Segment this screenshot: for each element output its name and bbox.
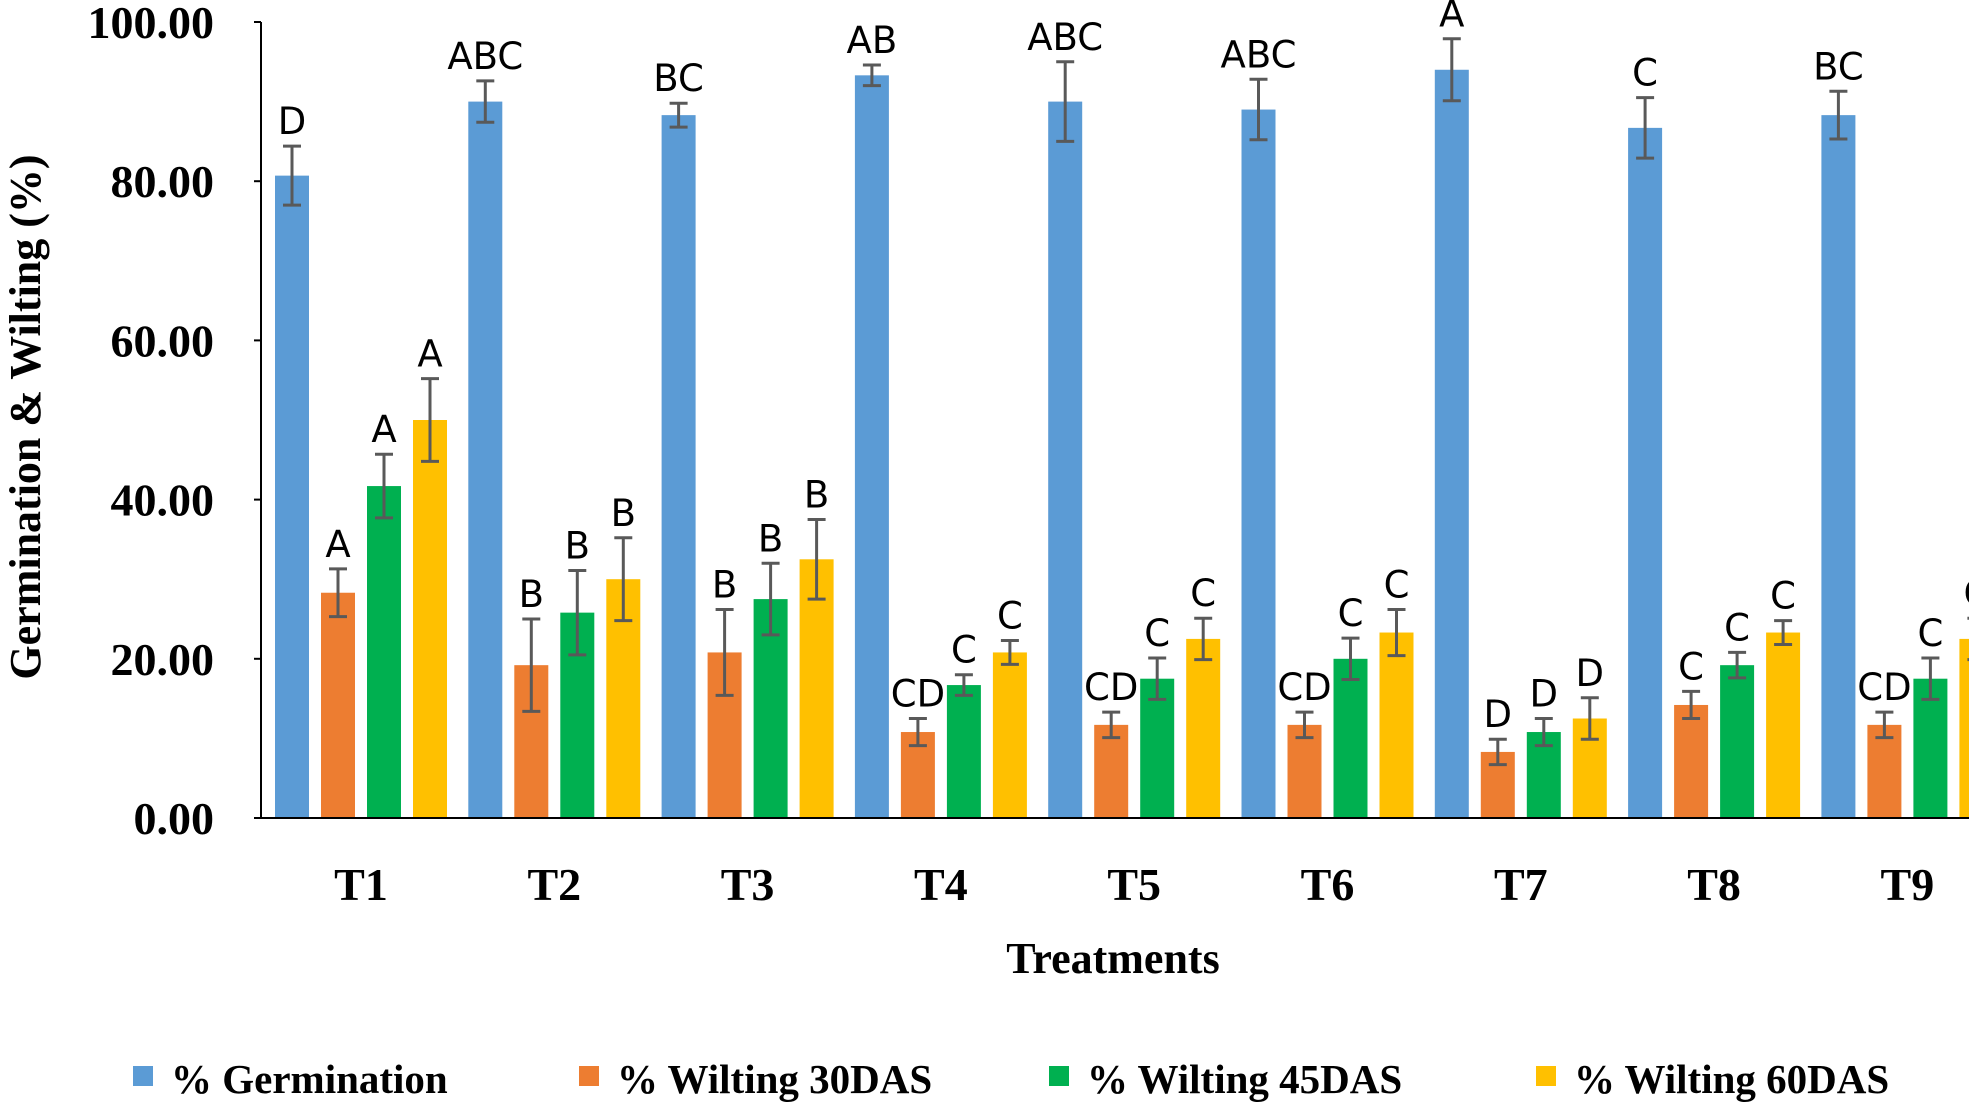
x-tick-label: T4 (914, 859, 968, 910)
significance-label: C (1770, 575, 1796, 618)
y-tick-label: 80.00 (111, 156, 215, 207)
legend-label: % Wilting 60DAS (1574, 1056, 1889, 1102)
significance-label: D (1576, 652, 1605, 695)
significance-label: A (417, 333, 442, 376)
bar (1867, 724, 1902, 818)
bar (1241, 109, 1276, 818)
significance-label: BC (653, 57, 704, 100)
bar (1821, 115, 1856, 818)
significance-label: D (1484, 693, 1513, 736)
significance-label: C (1917, 612, 1943, 655)
significance-label: D (278, 100, 307, 143)
bar (854, 75, 889, 818)
significance-label: C (1338, 592, 1364, 635)
bar (799, 559, 834, 818)
significance-label: B (611, 492, 636, 535)
bar (1379, 632, 1414, 818)
bar (1333, 658, 1368, 818)
legend-label: % Wilting 30DAS (617, 1056, 932, 1102)
significance-label: C (1144, 612, 1170, 655)
bar (468, 101, 503, 819)
x-tick-label: T1 (334, 859, 388, 910)
significance-label: B (804, 474, 829, 517)
y-tick-label: 100.00 (88, 0, 215, 48)
y-axis-title: Germination & Wilting (%) (1, 154, 50, 679)
significance-label: ABC (1221, 33, 1297, 76)
bar (1720, 665, 1755, 818)
bar (661, 115, 696, 818)
significance-label: C (1963, 572, 1969, 615)
significance-label: A (325, 523, 350, 566)
x-axis-title: Treatments (1006, 934, 1219, 983)
legend-swatch (1536, 1066, 1556, 1086)
y-tick-label: 40.00 (111, 475, 215, 526)
significance-label: A (371, 408, 396, 451)
x-tick-label: T5 (1107, 859, 1161, 910)
significance-label: C (1384, 563, 1410, 606)
significance-label: C (951, 629, 977, 672)
bar (1674, 704, 1709, 818)
significance-label: ABC (1027, 16, 1103, 59)
significance-label: A (1439, 0, 1464, 36)
significance-label: B (565, 524, 590, 567)
significance-label: B (712, 563, 737, 606)
x-tick-label: T8 (1687, 859, 1741, 910)
y-tick-label: 0.00 (134, 793, 215, 844)
bar (1766, 632, 1801, 818)
significance-label: AB (847, 19, 898, 62)
bar (1628, 127, 1663, 819)
x-tick-label: T2 (527, 859, 581, 910)
legend-label: % Germination (171, 1056, 448, 1102)
legend-swatch (579, 1066, 599, 1086)
bar (1959, 638, 1969, 818)
bar (275, 175, 309, 819)
bar (321, 592, 355, 818)
legend-swatch (133, 1066, 153, 1086)
significance-label: CD (1857, 666, 1911, 709)
bar (992, 652, 1027, 818)
significance-label: C (1632, 52, 1658, 95)
bar (1094, 724, 1129, 818)
bar (1434, 69, 1469, 818)
significance-label: BC (1813, 45, 1864, 88)
bar (1048, 101, 1083, 819)
bar (413, 420, 447, 818)
significance-label: D (1530, 673, 1559, 716)
x-tick-label: T3 (721, 859, 775, 910)
bar (1140, 678, 1175, 818)
significance-label: CD (1277, 666, 1331, 709)
significance-label: C (1190, 572, 1216, 615)
significance-label: ABC (447, 35, 523, 78)
x-tick-label: T9 (1881, 859, 1935, 910)
significance-label: C (1678, 645, 1704, 688)
significance-label: C (1724, 606, 1750, 649)
legend-label: % Wilting 45DAS (1087, 1056, 1402, 1102)
bar (946, 685, 981, 818)
significance-label: C (997, 594, 1023, 637)
y-tick-label: 20.00 (111, 634, 215, 685)
significance-label: CD (1084, 666, 1138, 709)
x-tick-label: T6 (1301, 859, 1355, 910)
axes: 0.00 20.00 40.00 60.00 80.00 100.00 T1 T2 T3 T4 T5… (88, 0, 1969, 910)
bar (1287, 724, 1322, 818)
legend: % Germination % Wilting 30DAS % Wilting 45… (133, 1056, 1889, 1102)
legend-swatch (1049, 1066, 1069, 1086)
bar (1186, 638, 1221, 818)
significance-label: B (519, 573, 544, 616)
bar (1913, 678, 1948, 818)
significance-label: CD (891, 673, 945, 716)
significance-label: B (758, 517, 783, 560)
y-tick-label: 60.00 (111, 315, 215, 366)
bar (367, 486, 401, 818)
x-tick-label: T7 (1494, 859, 1548, 910)
